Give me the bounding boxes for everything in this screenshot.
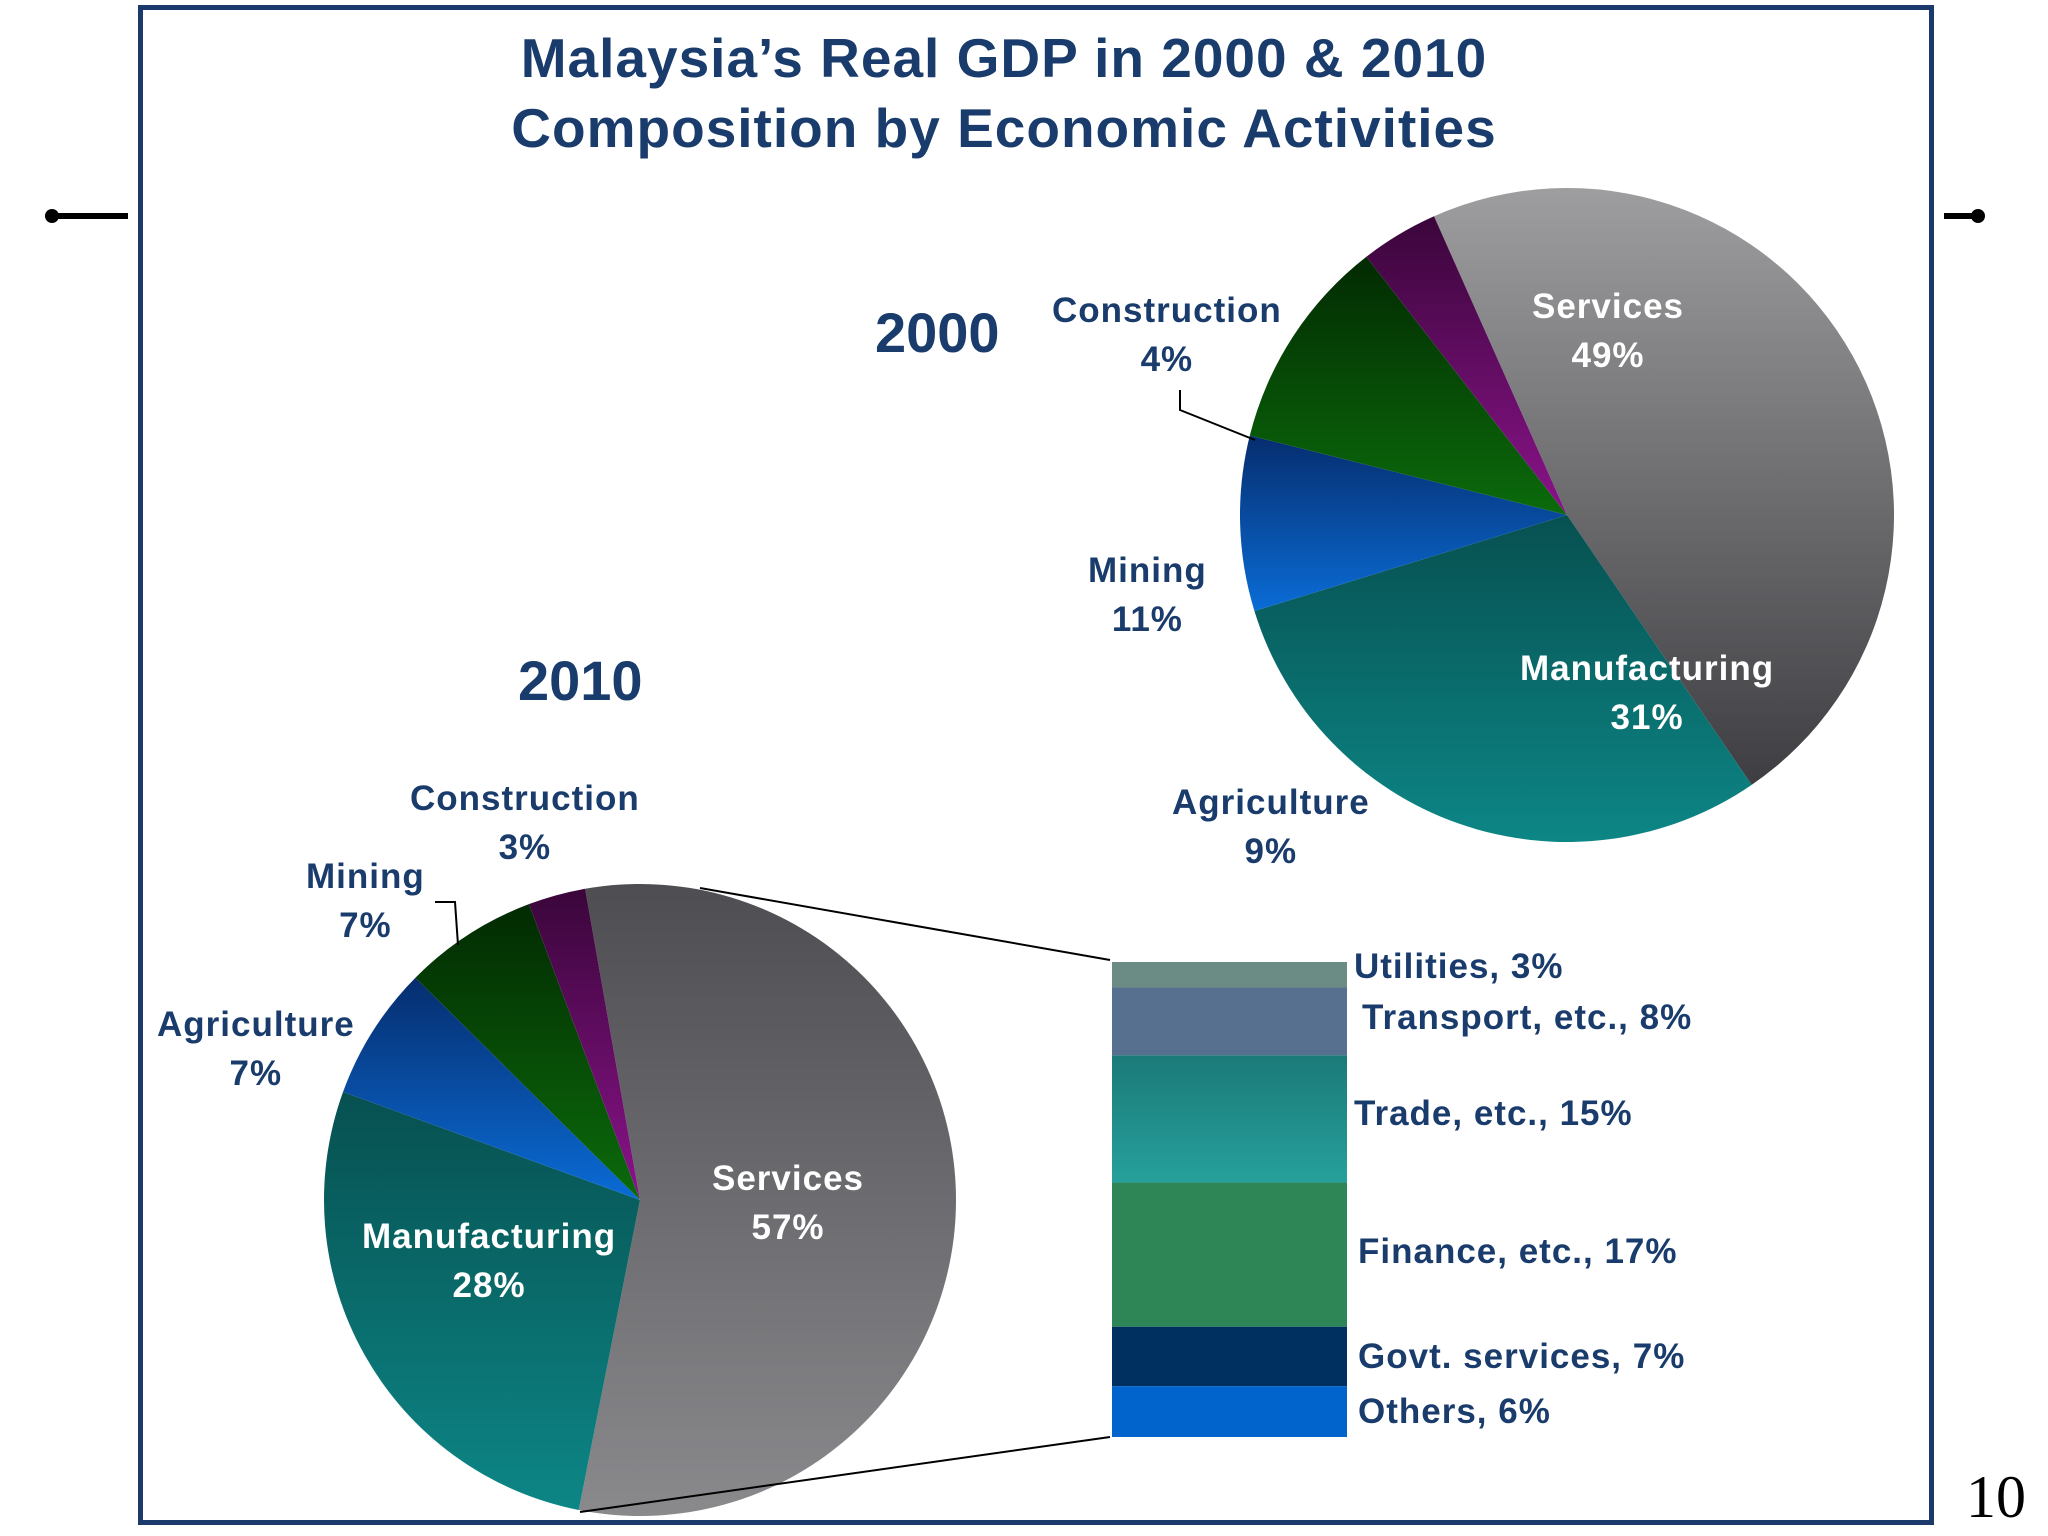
breakdown-segment-govt-services — [1112, 1326, 1347, 1387]
breakdown-label-others: Others, 6% — [1358, 1392, 1551, 1431]
label-2010-construction: Construction 3% — [410, 779, 640, 867]
pie-2010-slice-services — [578, 883, 957, 1516]
slide-frame — [138, 5, 1934, 1525]
breakdown-label-govt-services: Govt. services, 7% — [1358, 1337, 1686, 1376]
mining-2010-leader — [435, 901, 459, 946]
construction-2000-leader — [1179, 390, 1256, 441]
breakdown-segment-others — [1112, 1386, 1347, 1437]
label-2010-services: Services 57% — [712, 1159, 865, 1247]
label-2010-manufacturing: Manufacturing 28% — [362, 1217, 617, 1305]
label-2000-construction: Construction 4% — [1052, 291, 1282, 379]
label-2010-agriculture: Agriculture 7% — [157, 1005, 355, 1093]
breakdown-segment-transport — [1112, 987, 1347, 1056]
pie-2010-slice-construction — [528, 888, 640, 1200]
label-2000-agriculture: Agriculture 9% — [1172, 783, 1370, 871]
right-marker-dot — [1971, 209, 1985, 223]
breakdown-label-transport: Transport, etc., 8% — [1362, 998, 1693, 1037]
pie-2010-title: 2010 — [518, 649, 643, 712]
label-2000-manufacturing: Manufacturing 31% — [1520, 649, 1775, 737]
breakdown-segment-utilities — [1112, 962, 1347, 988]
pie-2000-slice-agriculture — [1240, 435, 1567, 612]
services-breakdown-bar — [1112, 962, 1347, 1437]
breakdown-label-utilities: Utilities, 3% — [1354, 947, 1564, 986]
pie-2000 — [1240, 187, 1894, 842]
pie-2010-slice-manufacturing — [324, 1091, 640, 1511]
pie-2010-slice-agriculture — [343, 977, 640, 1200]
label-2010-mining: Mining 7% — [306, 857, 425, 945]
chart-title-line-1: Malaysia’s Real GDP in 2000 & 2010 — [520, 27, 1488, 89]
page-number: 10 — [1966, 1464, 2026, 1530]
pie-2010-slice-mining — [415, 904, 640, 1200]
pie-2000-slice-construction — [1366, 216, 1567, 515]
label-2000-services: Services 49% — [1532, 287, 1685, 375]
label-2000-mining: Mining 11% — [1088, 551, 1207, 639]
breakdown-label-trade: Trade, etc., 15% — [1354, 1094, 1633, 1133]
breakdown-connector-top — [699, 887, 1111, 961]
left-marker-dot — [45, 209, 59, 223]
pie-2000-slice-services — [1433, 187, 1894, 785]
breakdown-label-finance: Finance, etc., 17% — [1358, 1232, 1678, 1271]
pie-2000-slice-manufacturing — [1254, 515, 1752, 842]
chart-title-line-2: Composition by Economic Activities — [511, 97, 1497, 159]
pie-2000-slice-mining — [1249, 256, 1567, 515]
pie-2010 — [324, 883, 957, 1516]
breakdown-segment-trade — [1112, 1055, 1347, 1183]
breakdown-segment-finance — [1112, 1182, 1347, 1327]
pie-2000-title: 2000 — [875, 301, 1000, 364]
breakdown-connector-bottom — [579, 1436, 1111, 1513]
